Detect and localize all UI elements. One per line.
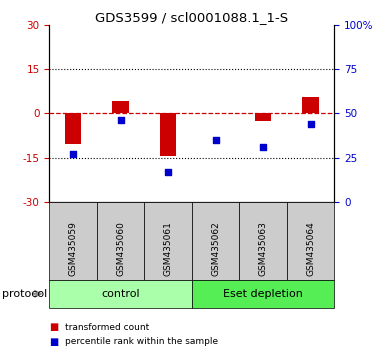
Bar bbox=[302, 97, 319, 113]
Bar bbox=[49, 202, 97, 280]
Text: GSM435062: GSM435062 bbox=[211, 221, 220, 276]
Text: GSM435063: GSM435063 bbox=[259, 221, 268, 276]
Bar bbox=[112, 102, 129, 113]
Text: GSM435060: GSM435060 bbox=[116, 221, 125, 276]
Point bbox=[165, 169, 171, 175]
Text: protocol: protocol bbox=[2, 289, 47, 299]
Bar bbox=[239, 202, 287, 280]
Bar bbox=[65, 113, 81, 144]
Text: ■: ■ bbox=[49, 322, 59, 332]
Bar bbox=[255, 113, 271, 121]
Bar bbox=[160, 113, 176, 156]
Text: ■: ■ bbox=[49, 337, 59, 347]
Text: GSM435064: GSM435064 bbox=[306, 221, 315, 276]
Bar bbox=[97, 202, 144, 280]
Bar bbox=[144, 202, 192, 280]
Point bbox=[260, 144, 266, 150]
Text: transformed count: transformed count bbox=[65, 323, 149, 332]
Text: control: control bbox=[101, 289, 140, 299]
Point bbox=[118, 118, 124, 123]
Text: Eset depletion: Eset depletion bbox=[223, 289, 303, 299]
Title: GDS3599 / scl0001088.1_1-S: GDS3599 / scl0001088.1_1-S bbox=[95, 11, 288, 24]
Point bbox=[70, 151, 76, 157]
Text: GSM435061: GSM435061 bbox=[164, 221, 173, 276]
Point bbox=[307, 121, 314, 127]
Bar bbox=[192, 280, 334, 308]
Bar bbox=[192, 202, 239, 280]
Text: GSM435059: GSM435059 bbox=[69, 221, 78, 276]
Text: percentile rank within the sample: percentile rank within the sample bbox=[65, 337, 218, 346]
Point bbox=[213, 137, 219, 143]
Bar bbox=[49, 280, 192, 308]
Bar bbox=[287, 202, 334, 280]
